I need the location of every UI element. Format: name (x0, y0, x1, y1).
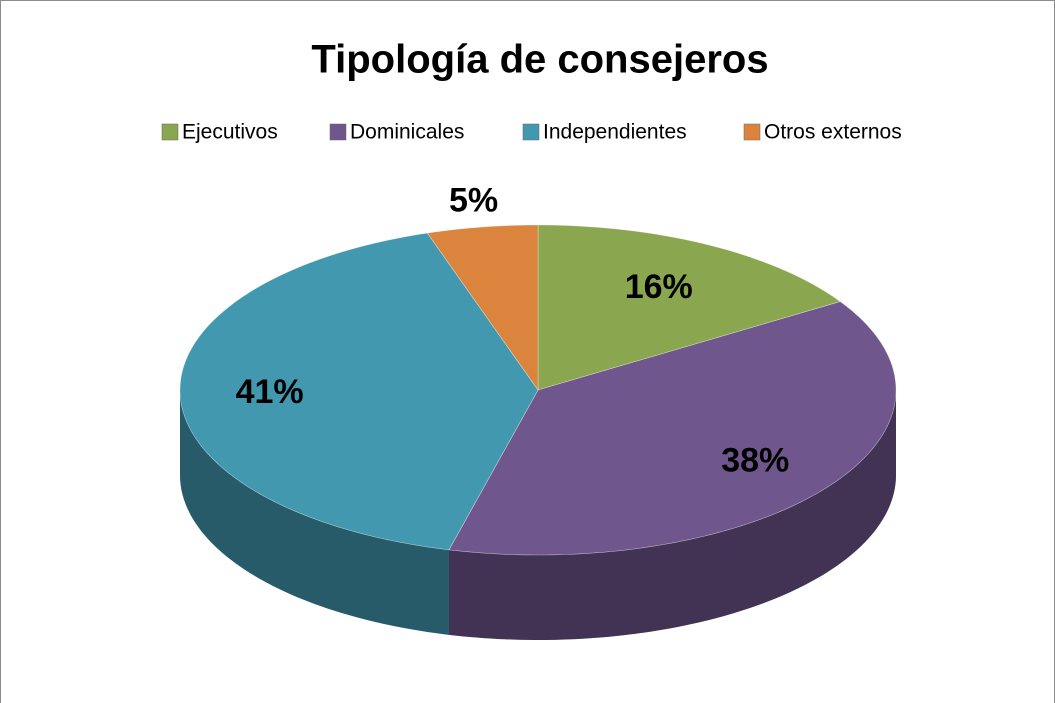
data-label: 16% (625, 268, 693, 306)
slice (448, 301, 897, 556)
data-label: 5% (449, 182, 498, 220)
slice-side (180, 390, 449, 635)
legend-label: Independientes (543, 121, 687, 144)
legend-label: Otros externos (764, 121, 902, 144)
data-label: 38% (721, 442, 789, 480)
legend-label: Ejecutivos (182, 121, 278, 144)
data-label: 41% (236, 373, 304, 411)
slice-side-shade (448, 390, 896, 640)
legend-swatch (743, 123, 761, 141)
slice (537, 224, 841, 391)
slice-side (448, 390, 896, 640)
chart-title: Tipología de consejeros (311, 38, 768, 82)
slice-side-shade (180, 390, 449, 635)
legend-label: Dominicales (350, 121, 464, 144)
legend-swatch (329, 123, 347, 141)
legend-swatch (161, 123, 179, 141)
legend-swatch (522, 123, 540, 141)
slice (426, 224, 539, 391)
slice (179, 232, 539, 551)
